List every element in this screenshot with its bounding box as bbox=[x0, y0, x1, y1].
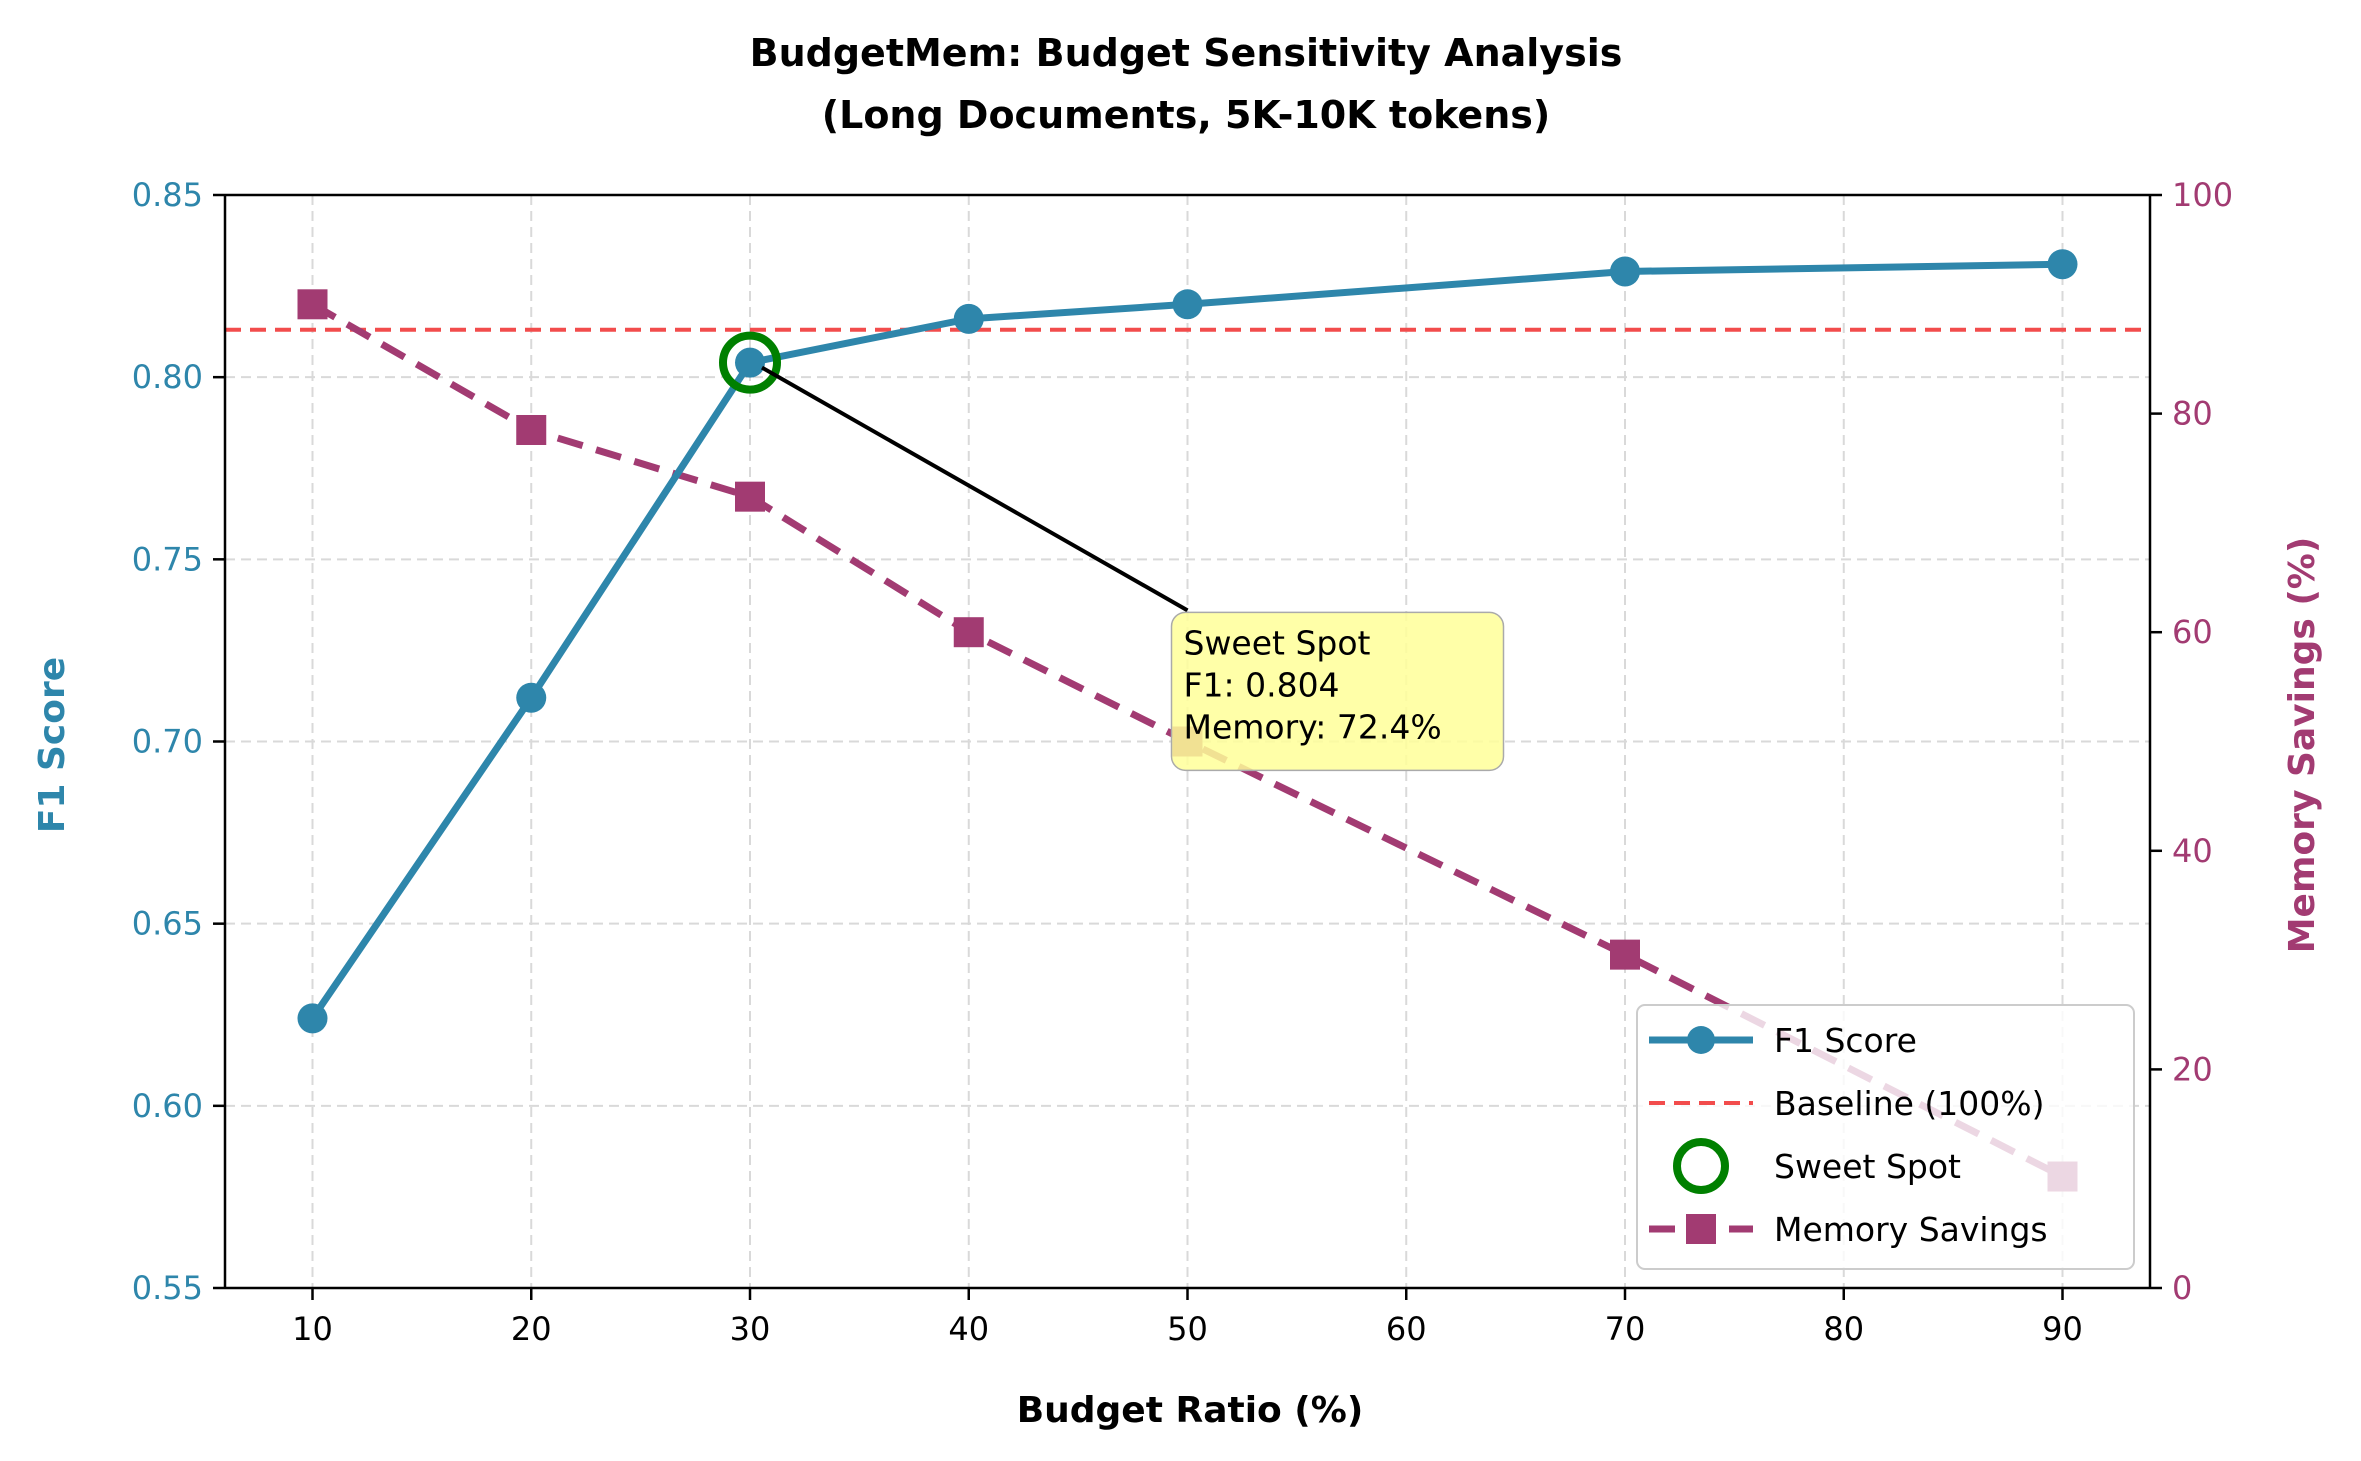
legend-label: Sweet Spot bbox=[1774, 1147, 1961, 1186]
f1-score-point bbox=[297, 1003, 328, 1034]
y-tick-label-left: 0.75 bbox=[132, 540, 203, 578]
chart-title-line2: (Long Documents, 5K-10K tokens) bbox=[822, 93, 1551, 137]
x-tick-label: 50 bbox=[1167, 1310, 1208, 1348]
y-tick-label-right: 20 bbox=[2172, 1050, 2213, 1088]
annotation-arrow bbox=[761, 365, 1189, 613]
y-tick-label-right: 40 bbox=[2172, 832, 2213, 870]
x-tick-label: 30 bbox=[730, 1310, 771, 1348]
axes-layer: 10 20 30 40 50 60 70 80 90 0.55 0.60 0.65 0.70 0.75 0.… bbox=[132, 176, 2233, 1348]
sweet-spot-marker bbox=[719, 331, 781, 394]
y-tick-label-right: 60 bbox=[2172, 613, 2213, 651]
legend-marker-f1 bbox=[1687, 1026, 1715, 1054]
legend-label: Memory Savings bbox=[1774, 1210, 2048, 1249]
x-tick-label: 20 bbox=[511, 1310, 552, 1348]
f1-score-point bbox=[516, 682, 547, 713]
y-axis-label-right: Memory Savings (%) bbox=[2282, 537, 2323, 954]
legend-label: F1 Score bbox=[1774, 1021, 1917, 1060]
legend-box bbox=[1636, 1004, 2135, 1270]
annotation-text-line: Sweet Spot bbox=[1184, 623, 1371, 662]
legend-marker-sweet-spot bbox=[1673, 1138, 1729, 1194]
annotation-text-line: F1: 0.804 bbox=[1184, 665, 1340, 704]
memory-savings-point bbox=[1610, 939, 1640, 970]
legend-marker-memory bbox=[1686, 1214, 1716, 1244]
annotation-box bbox=[1170, 611, 1505, 772]
annotation-text-line: Memory: 72.4% bbox=[1184, 707, 1442, 746]
memory-savings-point bbox=[735, 481, 765, 512]
x-axis-label: Budget Ratio (%) bbox=[1017, 1390, 1364, 1431]
f1-score-point bbox=[2047, 249, 2078, 280]
x-tick-label: 60 bbox=[1386, 1310, 1427, 1348]
y-tick-label-right: 0 bbox=[2172, 1269, 2192, 1307]
y-tick-label-left: 0.80 bbox=[132, 358, 203, 396]
chart-title-line1: BudgetMem: Budget Sensitivity Analysis bbox=[750, 31, 1623, 75]
y-axis-label-left: F1 Score bbox=[32, 657, 73, 833]
f1-score-point bbox=[953, 303, 984, 334]
y-tick-label-left: 0.60 bbox=[132, 1087, 203, 1125]
y-tick-label-left: 0.70 bbox=[132, 723, 203, 761]
y-tick-label-left: 0.55 bbox=[132, 1269, 203, 1307]
y-tick-label-left: 0.65 bbox=[132, 905, 203, 943]
legend-label: Baseline (100%) bbox=[1774, 1084, 2045, 1123]
x-tick-label: 40 bbox=[948, 1310, 989, 1348]
memory-savings-point bbox=[297, 289, 328, 320]
f1-score-point bbox=[735, 347, 765, 378]
x-tick-label: 70 bbox=[1605, 1310, 1646, 1348]
memory-savings-point bbox=[953, 617, 984, 648]
x-tick-label: 10 bbox=[292, 1310, 333, 1348]
legend-layer: F1 Score Baseline (100%) Sweet Spot Memory … bbox=[1636, 1004, 2135, 1270]
x-tick-label: 80 bbox=[1823, 1310, 1864, 1348]
y-tick-label-left: 0.85 bbox=[132, 176, 203, 214]
x-tick-label: 90 bbox=[2042, 1310, 2083, 1348]
f1-score-point bbox=[1172, 289, 1203, 320]
memory-savings-point bbox=[516, 414, 547, 445]
y-tick-label-right: 80 bbox=[2172, 395, 2213, 433]
f1-score-point bbox=[1610, 256, 1640, 287]
y-tick-label-right: 100 bbox=[2172, 176, 2233, 214]
